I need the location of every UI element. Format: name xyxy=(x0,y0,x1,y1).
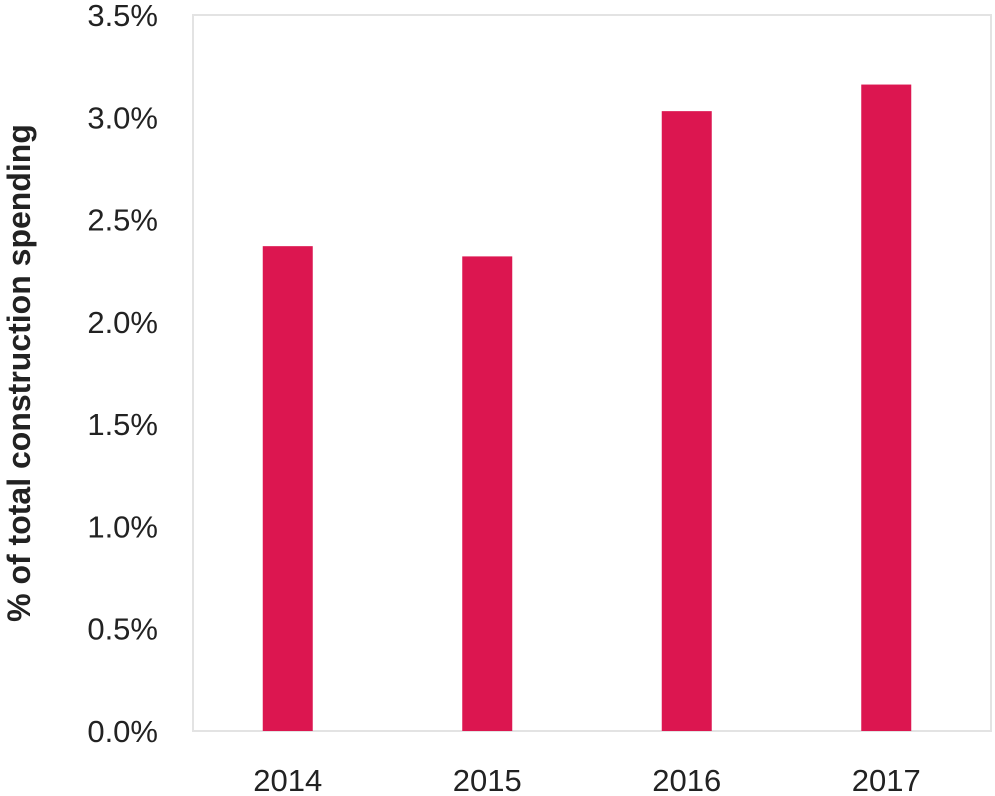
bar-2017 xyxy=(861,84,912,732)
y-tick-label: 2.0% xyxy=(87,305,158,340)
bar-2015 xyxy=(462,256,513,731)
x-tick-label: 2016 xyxy=(652,763,721,796)
y-tick-label: 0.0% xyxy=(87,714,158,749)
bar-2014 xyxy=(262,246,313,731)
x-axis-ticks: 2014 2015 2016 2017 xyxy=(253,763,920,796)
y-axis-title: % of total construction spending xyxy=(1,124,37,622)
x-tick-label: 2017 xyxy=(852,763,921,796)
y-tick-label: 0.5% xyxy=(87,612,158,647)
x-tick-label: 2015 xyxy=(453,763,522,796)
y-tick-label: 3.0% xyxy=(87,100,158,135)
y-tick-label: 2.5% xyxy=(87,203,158,238)
y-tick-label: 3.5% xyxy=(87,0,158,33)
y-tick-label: 1.0% xyxy=(87,509,158,544)
plot-frame xyxy=(192,14,992,732)
x-tick-label: 2014 xyxy=(253,763,322,796)
bars xyxy=(262,84,912,732)
bar-2016 xyxy=(661,111,712,732)
y-tick-label: 1.5% xyxy=(87,407,158,442)
y-axis-ticks: 0.0% 0.5% 1.0% 1.5% 2.0% 2.5% 3.0% 3.5% xyxy=(87,0,158,749)
